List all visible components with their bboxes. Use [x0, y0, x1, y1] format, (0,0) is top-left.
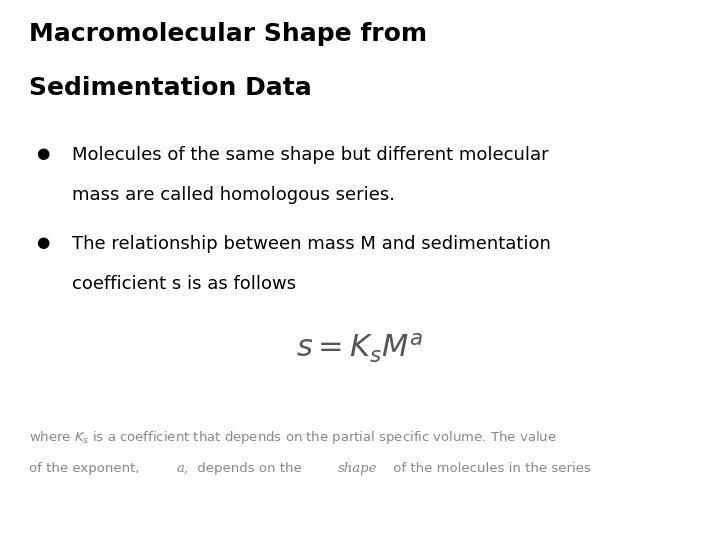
Text: where $K_s$ is a coefficient that depends on the partial specific volume. The va: where $K_s$ is a coefficient that depend…	[29, 429, 557, 446]
Text: mass are called homologous series.: mass are called homologous series.	[72, 186, 395, 204]
Text: a,: a,	[177, 462, 189, 475]
Text: Sedimentation Data: Sedimentation Data	[29, 76, 312, 99]
Text: $s = K_s M^a$: $s = K_s M^a$	[297, 332, 423, 365]
Text: coefficient s is as follows: coefficient s is as follows	[72, 275, 296, 293]
Text: depends on the: depends on the	[192, 462, 305, 475]
Text: Molecules of the same shape but different molecular: Molecules of the same shape but differen…	[72, 146, 549, 164]
Text: shape: shape	[338, 462, 378, 475]
Text: ●: ●	[36, 235, 49, 250]
Text: ●: ●	[36, 146, 49, 161]
Text: The relationship between mass M and sedimentation: The relationship between mass M and sedi…	[72, 235, 551, 253]
Text: of the exponent,: of the exponent,	[29, 462, 143, 475]
Text: Macromolecular Shape from: Macromolecular Shape from	[29, 22, 427, 45]
Text: of the molecules in the series: of the molecules in the series	[390, 462, 591, 475]
